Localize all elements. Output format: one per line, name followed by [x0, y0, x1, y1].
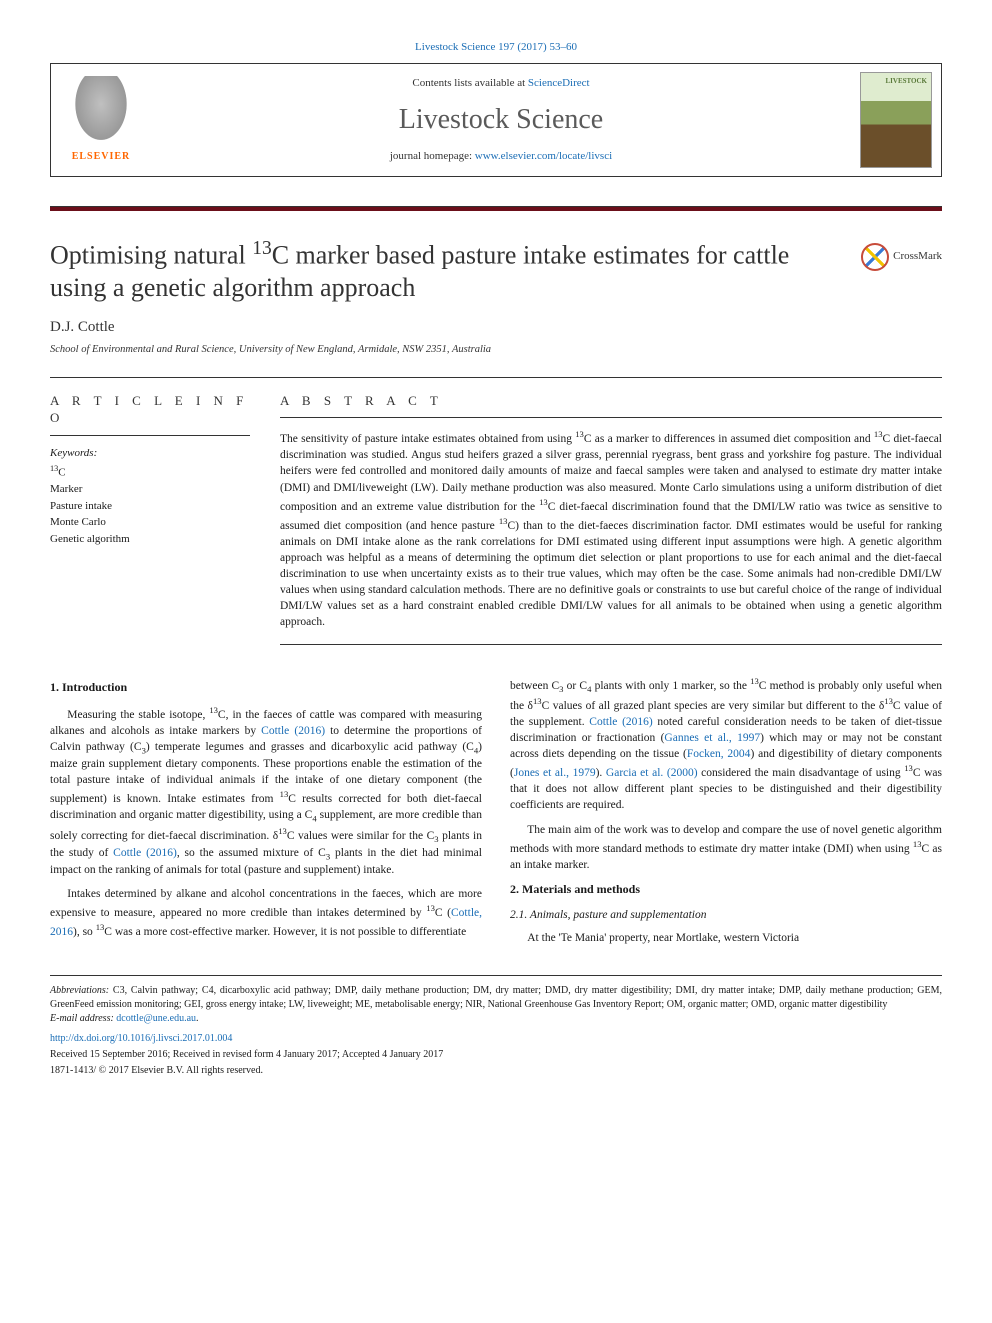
- copyright-line: 1871-1413/ © 2017 Elsevier B.V. All righ…: [50, 1064, 942, 1078]
- homepage-prefix: journal homepage:: [390, 150, 475, 162]
- sciencedirect-link[interactable]: ScienceDirect: [528, 77, 590, 89]
- section-1-heading: 1. Introduction: [50, 679, 482, 696]
- banner-center: Contents lists available at ScienceDirec…: [151, 64, 851, 176]
- journal-homepage-line: journal homepage: www.elsevier.com/locat…: [390, 149, 612, 164]
- journal-cover: LIVESTOCK: [851, 64, 941, 176]
- affiliation: School of Environmental and Rural Scienc…: [50, 343, 942, 357]
- cover-thumbnail: LIVESTOCK: [860, 72, 932, 168]
- body-paragraph: Measuring the stable isotope, 13C, in th…: [50, 704, 482, 878]
- crossmark-label: CrossMark: [893, 249, 942, 264]
- body-paragraph: At the 'Te Mania' property, near Mortlak…: [510, 930, 942, 946]
- doi-link[interactable]: http://dx.doi.org/10.1016/j.livsci.2017.…: [50, 1033, 232, 1044]
- contents-line: Contents lists available at ScienceDirec…: [412, 76, 589, 91]
- cover-label: LIVESTOCK: [886, 77, 928, 86]
- abstract-heading: A B S T R A C T: [280, 392, 942, 419]
- email-label: E-mail address:: [50, 1013, 116, 1024]
- page-footer: Abbreviations: C3, Calvin pathway; C4, d…: [50, 975, 942, 1078]
- email-link[interactable]: dcottle@une.edu.au: [116, 1013, 196, 1024]
- journal-banner: ELSEVIER Contents lists available at Sci…: [50, 63, 942, 177]
- received-line: Received 15 September 2016; Received in …: [50, 1048, 942, 1062]
- publisher-name: ELSEVIER: [72, 150, 131, 164]
- keywords-list: 13CMarkerPasture intakeMonte CarloGeneti…: [50, 463, 250, 547]
- abstract-text: The sensitivity of pasture intake estima…: [280, 428, 942, 645]
- crossmark-icon: [861, 243, 889, 271]
- abbrev-text: C3, Calvin pathway; C4, dicarboxylic aci…: [50, 985, 942, 1010]
- author-list: D.J. Cottle: [50, 317, 942, 337]
- section-2-1-heading: 2.1. Animals, pasture and supplementatio…: [510, 907, 942, 923]
- crossmark-badge[interactable]: CrossMark: [861, 243, 942, 271]
- keywords-label: Keywords:: [50, 446, 250, 461]
- article-title: Optimising natural 13C marker based past…: [50, 237, 861, 305]
- journal-name: Livestock Science: [399, 101, 603, 139]
- homepage-link[interactable]: www.elsevier.com/locate/livsci: [475, 150, 612, 162]
- citation-link[interactable]: Livestock Science 197 (2017) 53–60: [415, 41, 577, 53]
- abbrev-label: Abbreviations:: [50, 985, 109, 996]
- doi-line: http://dx.doi.org/10.1016/j.livsci.2017.…: [50, 1032, 942, 1046]
- section-2-heading: 2. Materials and methods: [510, 881, 942, 898]
- contents-prefix: Contents lists available at: [412, 77, 527, 89]
- body-paragraph: between C3 or C4 plants with only 1 mark…: [510, 675, 942, 814]
- body-paragraph: Intakes determined by alkane and alcohol…: [50, 886, 482, 940]
- publisher-logo: ELSEVIER: [51, 64, 151, 176]
- body-text: 1. Introduction Measuring the stable iso…: [50, 675, 942, 951]
- email-line: E-mail address: dcottle@une.edu.au.: [50, 1012, 942, 1026]
- body-paragraph: The main aim of the work was to develop …: [510, 822, 942, 873]
- citation-header: Livestock Science 197 (2017) 53–60: [50, 40, 942, 55]
- abstract-column: A B S T R A C T The sensitivity of pastu…: [280, 392, 942, 645]
- abbreviations: Abbreviations: C3, Calvin pathway; C4, d…: [50, 984, 942, 1012]
- article-info-column: A R T I C L E I N F O Keywords: 13CMarke…: [50, 392, 250, 645]
- elsevier-tree-icon: [71, 76, 131, 146]
- article-info-heading: A R T I C L E I N F O: [50, 392, 250, 436]
